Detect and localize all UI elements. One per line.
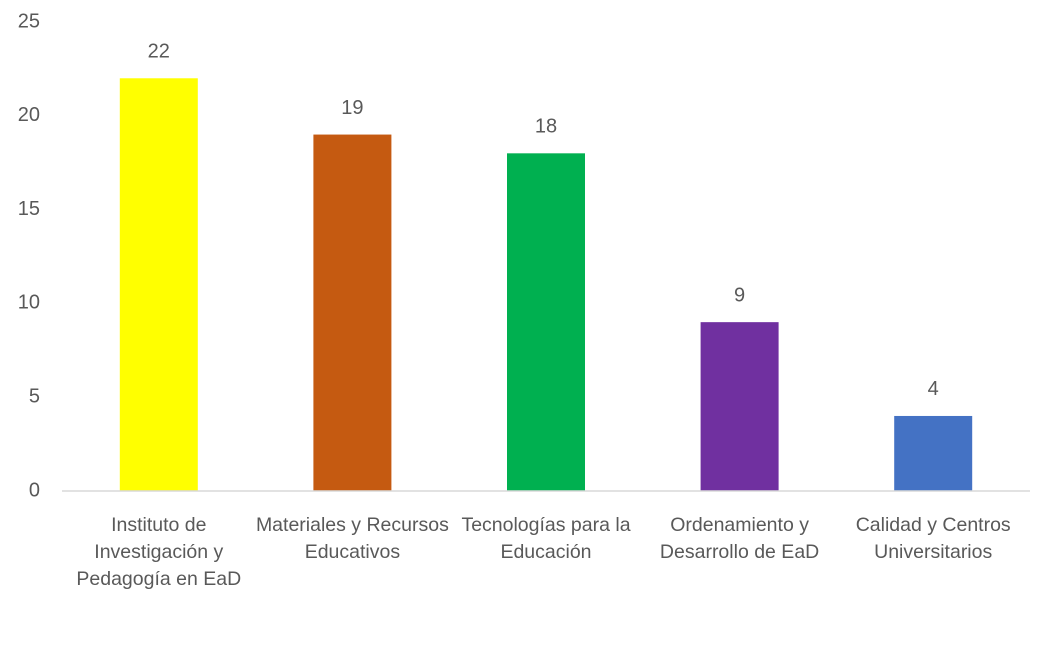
data-label: 18 bbox=[535, 116, 557, 138]
x-tick-label: Instituto de Investigación y Pedagogía e… bbox=[76, 514, 242, 590]
bar bbox=[119, 78, 198, 491]
data-label: 19 bbox=[341, 97, 363, 119]
y-tick-label: 15 bbox=[18, 198, 40, 220]
data-label: 9 bbox=[734, 284, 745, 306]
y-tick-label: 20 bbox=[18, 104, 40, 126]
bar bbox=[700, 322, 779, 491]
y-tick-label: 0 bbox=[29, 479, 40, 501]
y-tick-label: 5 bbox=[29, 385, 40, 407]
data-label: 4 bbox=[928, 378, 939, 400]
y-tick-label: 10 bbox=[18, 292, 40, 314]
x-tick-label: Materiales y Recursos Educativos bbox=[255, 514, 449, 563]
x-tick-label: Ordenamiento y Desarrollo de EaD bbox=[659, 514, 820, 563]
x-tick-label: Calidad y Centros Universitarios bbox=[855, 514, 1011, 563]
bar bbox=[313, 134, 392, 491]
x-tick-label: Tecnologías para la Educación bbox=[461, 514, 631, 563]
bar bbox=[894, 415, 973, 491]
bar bbox=[507, 153, 585, 491]
data-label: 22 bbox=[148, 41, 170, 63]
y-tick-label: 25 bbox=[18, 10, 40, 32]
